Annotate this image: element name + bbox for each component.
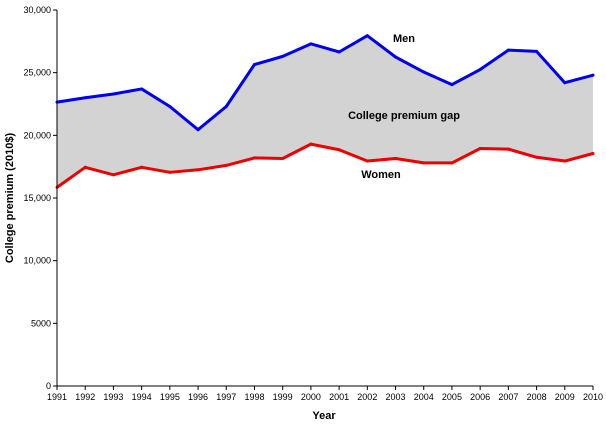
x-tick-label: 1992 xyxy=(75,392,95,402)
x-tick-label: 2010 xyxy=(583,392,603,402)
men-point xyxy=(140,87,144,91)
premium-gap-area xyxy=(57,35,593,188)
women-point xyxy=(394,157,398,161)
x-tick-label: 2008 xyxy=(527,392,547,402)
gap-fill xyxy=(57,35,593,188)
women-point xyxy=(450,161,454,165)
y-tick-label: 30,000 xyxy=(23,5,51,15)
men-point xyxy=(111,92,115,96)
x-tick-label: 1995 xyxy=(160,392,180,402)
y-axis-title: College premium (2010$) xyxy=(4,133,16,264)
men-point xyxy=(337,50,341,54)
women-point xyxy=(168,170,172,174)
women-point xyxy=(535,155,539,159)
x-tick-label: 1993 xyxy=(103,392,123,402)
x-tick-label: 1994 xyxy=(132,392,152,402)
gap-annotation: College premium gap xyxy=(348,110,460,122)
y-tick-label: 0 xyxy=(46,381,51,391)
x-tick-label: 2006 xyxy=(470,392,490,402)
men-line xyxy=(56,34,594,132)
x-tick-label: 2007 xyxy=(498,392,518,402)
women-line xyxy=(56,142,594,189)
x-tick-label: 2002 xyxy=(357,392,377,402)
x-tick-label: 1998 xyxy=(244,392,264,402)
women-point xyxy=(111,173,115,177)
men-point xyxy=(394,55,398,59)
men-point xyxy=(224,105,228,109)
men-point xyxy=(168,105,172,109)
x-tick-label: 2004 xyxy=(414,392,434,402)
x-tick-label: 1997 xyxy=(216,392,236,402)
men-point xyxy=(252,63,256,67)
y-tick-label: 15,000 xyxy=(23,193,51,203)
men-point xyxy=(506,48,510,52)
ticks: 0 5000 10,000 15,000 20,000 25,000 30,000 1991 1… xyxy=(23,5,603,402)
series-lines xyxy=(55,34,595,189)
women-point xyxy=(506,147,510,151)
x-tick-label: 1999 xyxy=(273,392,293,402)
men-point xyxy=(365,34,369,38)
men-point xyxy=(450,83,454,87)
x-tick-label: 2009 xyxy=(555,392,575,402)
x-tick-label: 2000 xyxy=(301,392,321,402)
men-point xyxy=(196,128,200,132)
men-point xyxy=(83,96,87,100)
men-point xyxy=(281,54,285,58)
x-axis-title: Year xyxy=(312,410,336,422)
women-series-label: Women xyxy=(361,169,401,181)
x-tick-label: 2001 xyxy=(329,392,349,402)
men-point xyxy=(535,49,539,53)
men-point xyxy=(591,73,595,77)
y-tick-label: 10,000 xyxy=(23,256,51,266)
men-point xyxy=(478,68,482,72)
women-point xyxy=(252,156,256,160)
men-series-label: Men xyxy=(393,33,415,45)
women-point xyxy=(281,157,285,161)
women-point xyxy=(563,159,567,163)
women-point xyxy=(224,163,228,167)
women-point xyxy=(365,159,369,163)
y-tick-label: 25,000 xyxy=(23,68,51,78)
x-tick-label: 1991 xyxy=(47,392,67,402)
y-tick-label: 5000 xyxy=(31,318,51,328)
women-point xyxy=(478,146,482,150)
y-tick-label: 20,000 xyxy=(23,130,51,140)
x-tick-label: 2003 xyxy=(386,392,406,402)
men-point xyxy=(309,42,313,46)
men-point xyxy=(422,70,426,74)
women-point xyxy=(591,152,595,156)
women-point xyxy=(309,142,313,146)
women-point xyxy=(140,165,144,169)
men-point xyxy=(563,81,567,85)
women-point xyxy=(337,148,341,152)
women-point xyxy=(196,168,200,172)
x-tick-label: 1996 xyxy=(188,392,208,402)
x-tick-label: 2005 xyxy=(442,392,462,402)
women-point xyxy=(422,161,426,165)
women-point xyxy=(83,165,87,169)
